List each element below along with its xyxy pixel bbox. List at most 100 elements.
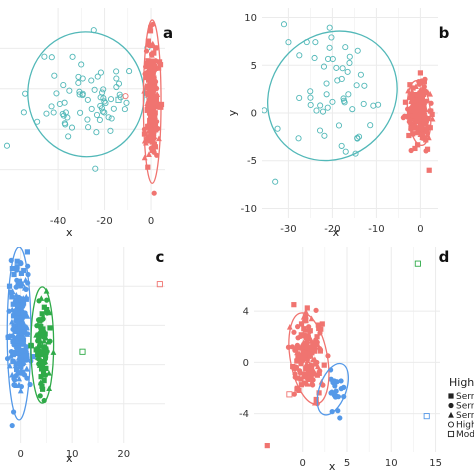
- panel-label: b: [439, 24, 450, 42]
- data-point: [342, 44, 349, 51]
- legend-label: Serra: [456, 402, 474, 412]
- legend-marker: [448, 411, 454, 418]
- data-point: [141, 154, 148, 161]
- data-point: [43, 110, 50, 117]
- data-point: [297, 333, 304, 340]
- data-point: [16, 350, 22, 356]
- y-tick-label: -5: [247, 156, 257, 167]
- data-point: [153, 97, 159, 103]
- legend-label: Serra: [456, 392, 474, 402]
- data-point: [41, 369, 47, 375]
- legend-item: Serra: [448, 402, 474, 412]
- legend-marker: [447, 421, 455, 428]
- data-point: [153, 58, 159, 64]
- data-point: [150, 137, 157, 143]
- data-point: [414, 117, 420, 123]
- data-point: [38, 295, 45, 301]
- data-point: [311, 54, 318, 62]
- y-tick-label: -10: [241, 204, 257, 215]
- data-point: [310, 367, 317, 374]
- data-point: [24, 352, 30, 359]
- data-point: [152, 93, 158, 100]
- data-point: [60, 82, 67, 89]
- data-point: [326, 24, 333, 31]
- data-point: [152, 101, 158, 107]
- data-point: [148, 130, 154, 137]
- data-point: [408, 125, 414, 131]
- data-point: [320, 382, 326, 388]
- data-point: [24, 249, 30, 255]
- data-point: [14, 293, 21, 300]
- data-point: [425, 124, 431, 130]
- outlier-point: [92, 165, 99, 172]
- data-point: [298, 382, 304, 388]
- legend-marker: [448, 393, 454, 399]
- data-point: [316, 370, 322, 376]
- data-point: [105, 114, 112, 121]
- data-point: [312, 39, 319, 46]
- data-point: [20, 359, 27, 365]
- ellipses: [288, 312, 349, 416]
- outlier-point: [417, 70, 423, 76]
- x-tick-label: 15: [429, 458, 442, 469]
- data-point: [412, 113, 419, 119]
- data-point: [14, 328, 20, 334]
- data-point: [93, 129, 100, 136]
- data-point: [295, 324, 301, 330]
- data-point: [355, 133, 363, 140]
- data-point: [11, 349, 17, 356]
- data-point: [24, 375, 30, 381]
- data-point: [307, 101, 314, 109]
- data-point: [332, 383, 338, 389]
- data-point: [68, 124, 76, 131]
- data-point: [15, 310, 21, 316]
- data-point: [406, 132, 412, 139]
- data-point: [41, 304, 47, 310]
- data-point: [321, 362, 327, 368]
- points: [4, 249, 163, 429]
- x-tick-label: -40: [50, 216, 66, 227]
- data-point: [36, 356, 42, 362]
- data-point: [305, 344, 311, 351]
- data-point: [305, 366, 311, 373]
- data-point: [421, 114, 427, 120]
- data-point: [417, 121, 424, 127]
- data-point: [338, 142, 345, 149]
- legend: High SerraSerraSerraHighlMode: [447, 376, 474, 440]
- data-point: [22, 90, 29, 97]
- data-point: [10, 301, 16, 307]
- data-point: [314, 339, 320, 345]
- data-point: [24, 365, 30, 372]
- data-point: [144, 83, 151, 89]
- data-point: [326, 44, 333, 51]
- data-point: [15, 369, 21, 375]
- data-point: [324, 104, 331, 111]
- data-point: [146, 151, 152, 157]
- data-point: [410, 85, 416, 91]
- data-point: [76, 91, 83, 98]
- data-point: [154, 152, 160, 158]
- x-tick-label: 20: [117, 449, 130, 460]
- data-point: [12, 308, 18, 314]
- data-point: [418, 125, 424, 131]
- data-point: [23, 293, 30, 300]
- data-point: [99, 89, 106, 96]
- data-point: [44, 348, 50, 355]
- data-point: [50, 109, 57, 116]
- data-point: [17, 316, 23, 322]
- data-point: [51, 72, 58, 79]
- data-point: [34, 323, 40, 329]
- gridlines: [0, 8, 165, 210]
- data-point: [408, 147, 414, 154]
- data-point: [429, 111, 435, 118]
- data-point: [307, 94, 314, 101]
- data-point: [41, 337, 47, 344]
- confidence-ellipse: [267, 30, 398, 162]
- data-point: [328, 376, 334, 382]
- data-point: [415, 97, 422, 103]
- outlier-point: [272, 178, 279, 185]
- data-point: [20, 323, 27, 330]
- data-point: [16, 278, 23, 284]
- data-point: [293, 364, 300, 370]
